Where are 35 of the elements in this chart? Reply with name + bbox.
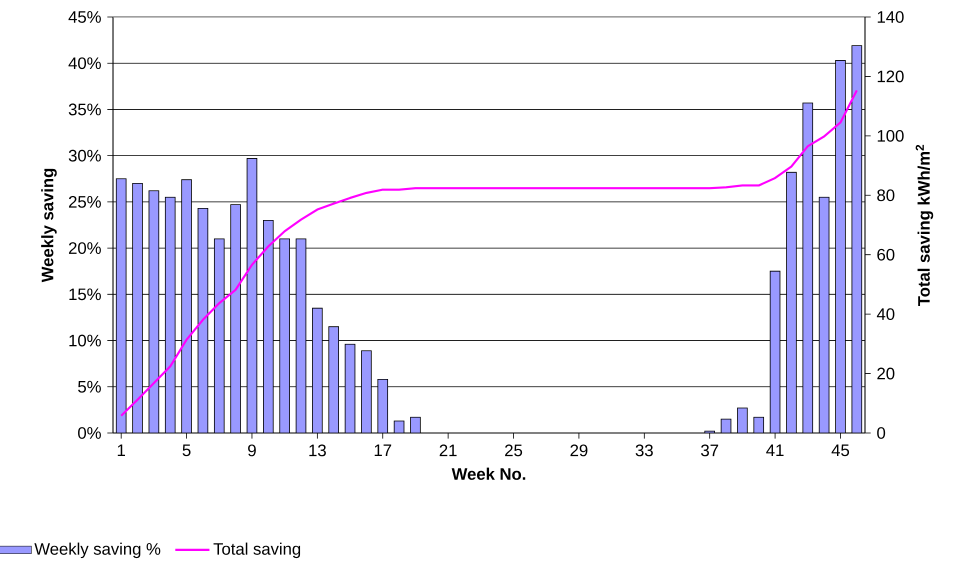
y2-tick-label: 40 bbox=[876, 308, 894, 320]
y2-tick-label: 140 bbox=[878, 11, 904, 23]
y2-tick-label: 100 bbox=[878, 130, 904, 142]
y2-tick-label: 0 bbox=[877, 427, 886, 439]
x-tick-label: 41 bbox=[766, 444, 784, 456]
x-tick-label: 17 bbox=[374, 444, 392, 456]
x-tick-label: 25 bbox=[505, 444, 522, 456]
y-tick-label: 15% bbox=[69, 288, 101, 300]
legend-label: Weekly saving % bbox=[34, 542, 160, 558]
x-tick-label: 13 bbox=[309, 444, 326, 456]
y-tick-label: 30% bbox=[68, 150, 101, 162]
x-tick-label: 5 bbox=[182, 444, 191, 456]
y-tick-label: 10% bbox=[69, 334, 101, 346]
y-tick-label: 35% bbox=[68, 104, 101, 116]
x-tick-label: 9 bbox=[248, 444, 256, 456]
y2-axis-title: Total saving kWh/m$^{2}$ bbox=[916, 144, 934, 306]
x-tick-label: 33 bbox=[636, 444, 653, 456]
y-tick-label: 5% bbox=[78, 380, 101, 393]
x-tick-label: 29 bbox=[570, 444, 588, 456]
x-axis-title: Week No. bbox=[452, 468, 526, 480]
x-tick-label: 37 bbox=[701, 444, 718, 456]
y-tick-label: 0% bbox=[78, 427, 101, 439]
legend-label: Total saving bbox=[214, 542, 300, 558]
y2-tick-label: 60 bbox=[877, 248, 894, 261]
y-axis-title: Weekly saving bbox=[41, 168, 57, 282]
y2-tick-label: 80 bbox=[877, 189, 894, 202]
y-tick-label: 25% bbox=[68, 196, 101, 208]
x-tick-label: 45 bbox=[832, 444, 850, 456]
x-tick-label: 1 bbox=[118, 444, 125, 456]
y2-tick-label: 120 bbox=[878, 70, 904, 82]
y-tick-label: 40% bbox=[68, 57, 101, 70]
y-tick-label: 20% bbox=[68, 242, 101, 254]
y-tick-label: 45% bbox=[68, 11, 101, 23]
x-tick-label: 21 bbox=[440, 444, 457, 456]
y2-tick-label: 20 bbox=[877, 368, 894, 380]
